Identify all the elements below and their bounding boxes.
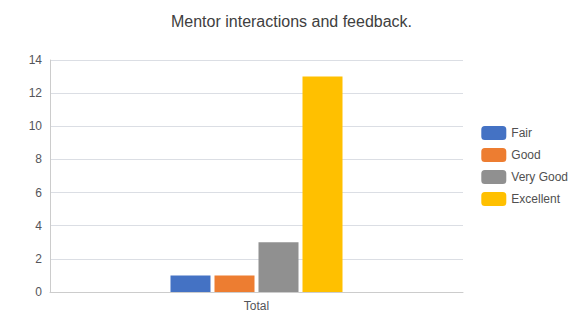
svg-text:Good: Good (511, 148, 540, 162)
svg-text:Mentor interactions and feedba: Mentor interactions and feedback. (171, 13, 412, 30)
svg-text:12: 12 (29, 86, 43, 100)
svg-text:6: 6 (35, 186, 42, 200)
svg-text:8: 8 (35, 152, 42, 166)
svg-text:Total: Total (244, 299, 269, 313)
svg-text:0: 0 (35, 285, 42, 299)
svg-text:14: 14 (29, 53, 43, 67)
svg-text:Very Good: Very Good (511, 170, 568, 184)
svg-text:4: 4 (35, 219, 42, 233)
svg-text:Fair: Fair (511, 126, 532, 140)
svg-text:2: 2 (35, 252, 42, 266)
svg-text:Excellent: Excellent (511, 192, 560, 206)
svg-text:10: 10 (29, 119, 43, 133)
